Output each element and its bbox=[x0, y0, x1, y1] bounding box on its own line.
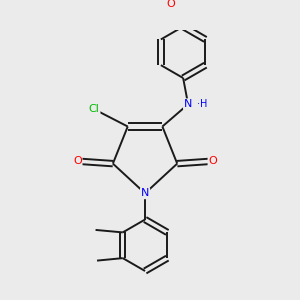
Text: O: O bbox=[167, 0, 175, 9]
Text: O: O bbox=[208, 156, 217, 166]
Text: N: N bbox=[184, 99, 192, 109]
Text: O: O bbox=[73, 156, 82, 166]
Text: ·H: ·H bbox=[197, 99, 207, 109]
Text: N: N bbox=[141, 188, 149, 198]
Text: Cl: Cl bbox=[88, 104, 100, 114]
